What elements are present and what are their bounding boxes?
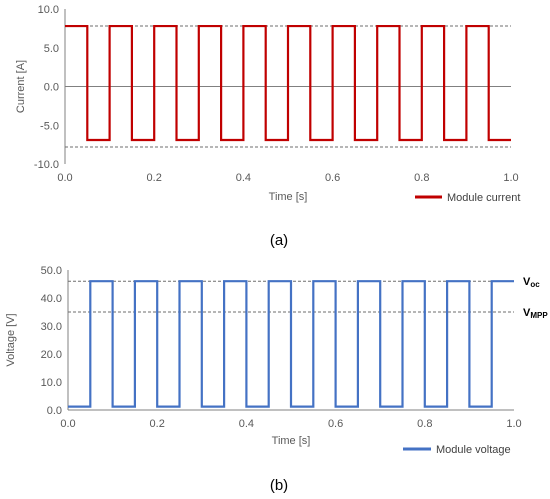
y-axis-label: Current [A] [15,60,27,113]
y-tick-label: 0.0 [44,82,59,94]
figure-caption: (a) [270,232,288,249]
reference-label-sub: MPP [530,311,548,320]
x-tick-label: 0.0 [57,172,72,184]
reference-label-main: V [523,307,531,319]
x-tick-label: 0.0 [60,418,75,430]
y-tick-label: 10.0 [38,4,59,16]
x-tick-label: 1.0 [503,172,518,184]
y-tick-label: -5.0 [40,120,59,132]
legend-label: Module current [447,192,520,204]
legend-label: Module voltage [436,444,511,456]
y-tick-label: 0.0 [47,405,62,417]
reference-line-label: Voc [523,276,540,289]
x-tick-label: 0.6 [325,172,340,184]
x-axis-label: Time [s] [269,191,308,203]
x-tick-label: 0.8 [414,172,429,184]
x-tick-label: 0.2 [150,418,165,430]
y-tick-label: 30.0 [41,321,62,333]
y-tick-label: 20.0 [41,349,62,361]
y-tick-label: 5.0 [44,43,59,55]
x-tick-label: 0.4 [236,172,251,184]
x-tick-label: 0.4 [239,418,254,430]
x-tick-label: 0.2 [147,172,162,184]
x-tick-label: 0.6 [328,418,343,430]
y-tick-label: 50.0 [41,265,62,277]
figure-caption: (b) [270,477,288,494]
y-tick-label: 10.0 [41,377,62,389]
y-tick-label: -10.0 [34,159,59,171]
y-tick-label: 40.0 [41,293,62,305]
x-axis-label: Time [s] [272,435,311,447]
reference-label-main: V [523,276,531,288]
x-tick-label: 1.0 [506,418,521,430]
x-tick-label: 0.8 [417,418,432,430]
series-line-1 [65,24,511,142]
reference-line-label: VMPP [523,307,548,320]
y-axis-label: Voltage [V] [5,313,17,366]
reference-label-sub: oc [530,280,540,289]
series-line-1 [68,280,514,408]
